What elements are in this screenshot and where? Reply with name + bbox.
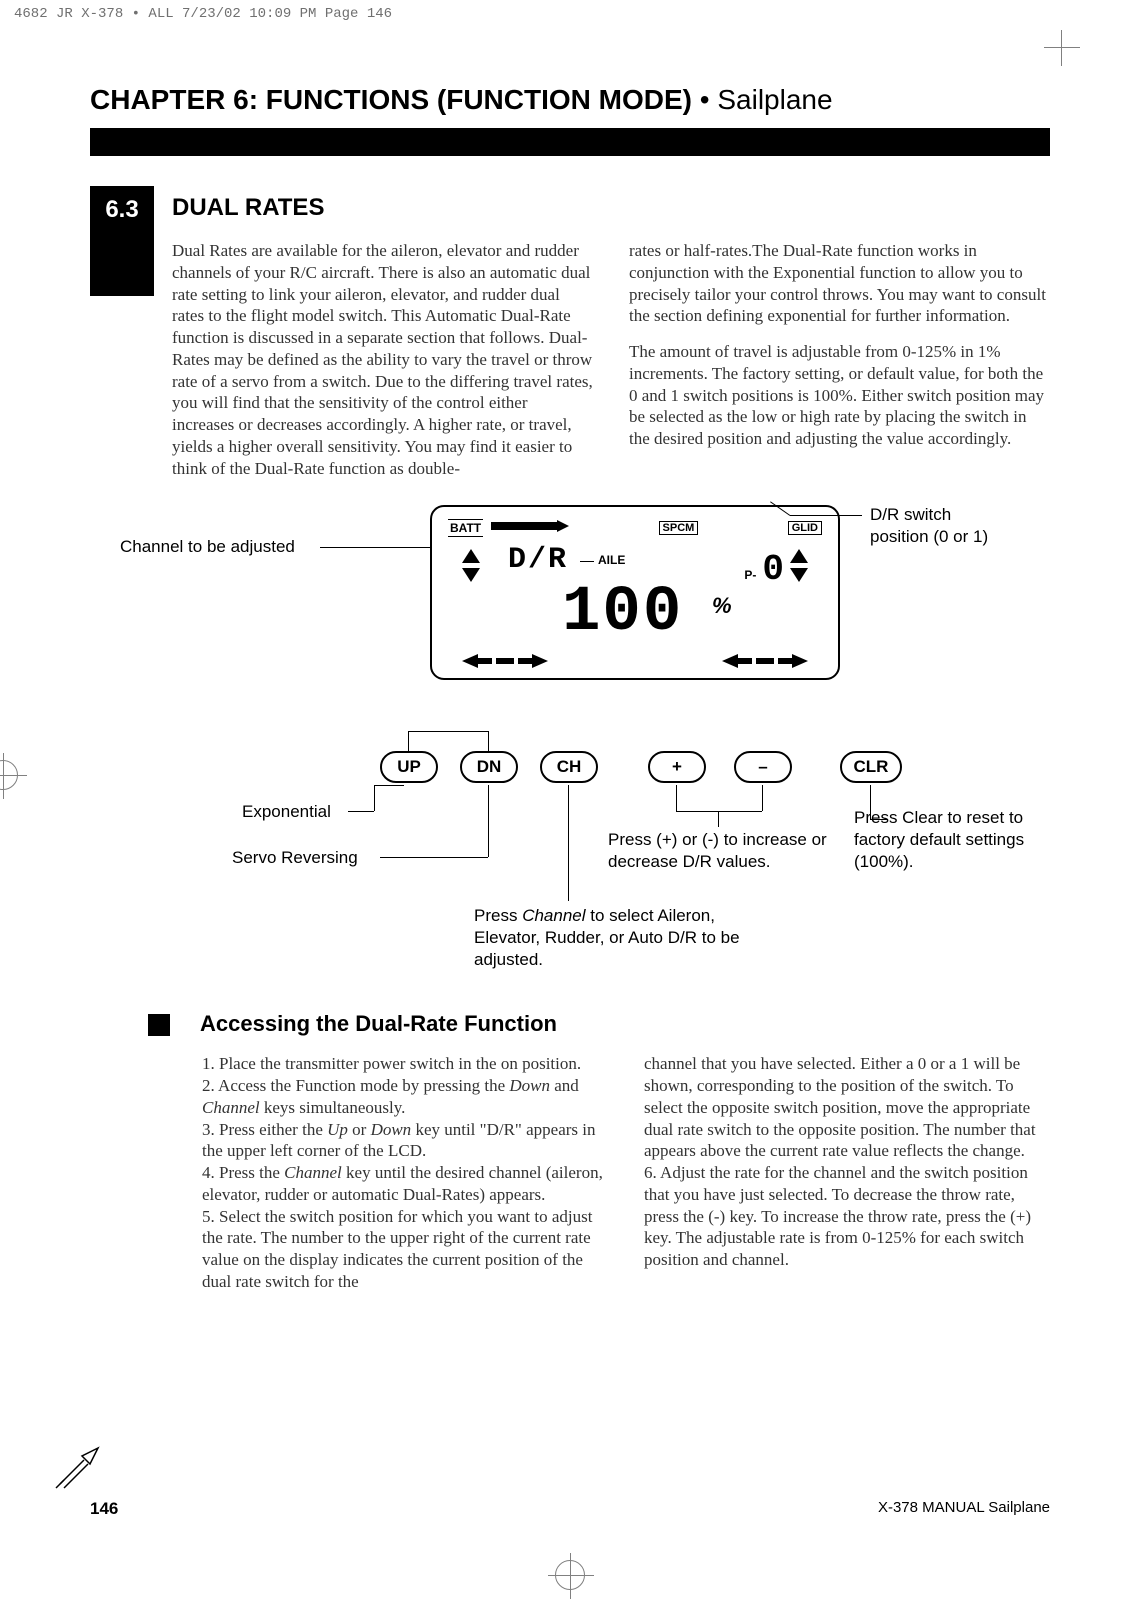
ch-button: CH [540, 751, 598, 783]
section-heading: DUAL RATES [172, 194, 1050, 222]
subsection-body: 1. Place the transmitter power switch in… [202, 1053, 1050, 1292]
spinner-icon [790, 549, 808, 582]
leader-line [676, 811, 762, 812]
aile-label: AILE [598, 553, 625, 567]
leader-line [374, 785, 375, 811]
step-text: 2. Access the Function mode by pressing … [202, 1076, 509, 1095]
paragraph: Dual Rates are available for the aileron… [172, 240, 593, 479]
leader-line [488, 785, 489, 857]
leader-line [568, 785, 569, 901]
paragraph: The amount of travel is adjustable from … [629, 341, 1050, 450]
section-number: 6.3 [90, 186, 154, 296]
chapter-bold: CHAPTER 6: FUNCTIONS (FUNCTION MODE) [90, 84, 692, 115]
section-row: 6.3 DUAL RATES Dual Rates are available … [90, 186, 1050, 479]
press-pm-label: Press (+) or (-) to increase or decrease… [608, 829, 828, 873]
clr-button: CLR [840, 751, 902, 783]
arrows-icon [462, 652, 548, 670]
divider-bar [90, 128, 1050, 156]
step-text: keys simultaneously. [260, 1098, 406, 1117]
callout-dr-switch-2: position (0 or 1) [870, 527, 988, 547]
step-text: or [348, 1120, 371, 1139]
pin-icon [54, 1444, 100, 1495]
step-em: Channel [202, 1098, 260, 1117]
dr-label: D/R [508, 543, 568, 577]
exponential-label: Exponential [242, 801, 331, 823]
leader-line [488, 731, 489, 751]
callout-dr-switch-1: D/R switch [870, 505, 951, 525]
step-text: 4. Press the [202, 1163, 284, 1182]
crop-circle-icon [555, 1560, 585, 1590]
battery-icon [491, 519, 569, 537]
step-em: Down [509, 1076, 550, 1095]
plus-button: + [648, 751, 706, 783]
square-bullet-icon [148, 1014, 170, 1036]
chapter-suffix: Sailplane [717, 84, 832, 115]
minus-button: – [734, 751, 792, 783]
lcd-value: 100 [562, 577, 683, 649]
crop-mark-icon [1044, 30, 1080, 66]
lcd-panel: BATT SPCM GLID D/R AILE P- 0 [430, 505, 840, 680]
subsection-header-row: Accessing the Dual-Rate Function [90, 1011, 1050, 1053]
paragraph: rates or half-rates.The Dual-Rate functi… [629, 240, 1050, 327]
percent-label: % [712, 593, 732, 619]
step-text: channel that you have selected. Either a… [644, 1054, 1036, 1160]
position-digit: P- 0 [744, 549, 784, 590]
press-ch-text-1: Press [474, 906, 522, 925]
step-text: 3. Press either the [202, 1120, 327, 1139]
step-text: 5. Select the switch position for which … [202, 1207, 592, 1291]
meta-line: 4682 JR X-378 • ALL 7/23/02 10:09 PM Pag… [0, 0, 1140, 28]
arrows-icon [722, 652, 808, 670]
leader-line [762, 785, 763, 811]
callout-channel: Channel to be adjusted [120, 537, 295, 557]
figure: Channel to be adjusted D/R switch positi… [150, 505, 1050, 981]
up-button: UP [380, 751, 438, 783]
callout-line [320, 547, 432, 548]
subsection-heading: Accessing the Dual-Rate Function [200, 1011, 557, 1037]
step-em: Up [327, 1120, 348, 1139]
button-row: UP DN CH + – CLR Exponential Servo Rever… [180, 751, 1050, 981]
page-number: 146 [90, 1499, 118, 1519]
leader-line [380, 857, 488, 858]
chapter-bullet: • [692, 84, 717, 115]
spcm-label: SPCM [659, 521, 699, 535]
step-text: 6. Adjust the rate for the channel and t… [644, 1163, 1031, 1269]
footer: 146 X-378 MANUAL Sailplane [90, 1499, 1050, 1519]
glid-label: GLID [788, 521, 822, 535]
batt-label: BATT [448, 519, 483, 537]
leader-line [408, 731, 488, 732]
leader-line [718, 811, 719, 827]
step-em: Down [371, 1120, 412, 1139]
step-text: and [550, 1076, 579, 1095]
leader-line [374, 785, 404, 786]
press-clr-label: Press Clear to reset to factory default … [854, 807, 1054, 873]
leader-line [348, 811, 374, 812]
dn-button: DN [460, 751, 518, 783]
step-em: Channel [284, 1163, 342, 1182]
press-ch-label: Press Channel to select Aileron, Elevato… [474, 905, 754, 971]
leader-line [676, 785, 677, 811]
chapter-title: CHAPTER 6: FUNCTIONS (FUNCTION MODE) • S… [90, 84, 1050, 116]
leader-line [408, 731, 409, 751]
step-text: 1. Place the transmitter power switch in… [202, 1054, 581, 1073]
footer-doc: X-378 MANUAL Sailplane [878, 1499, 1050, 1519]
section-body: Dual Rates are available for the aileron… [172, 240, 1050, 479]
servo-reversing-label: Servo Reversing [232, 847, 358, 869]
p-prefix: P- [744, 568, 756, 582]
spinner-icon [462, 549, 480, 582]
digit: 0 [762, 549, 784, 590]
press-ch-em: Channel [522, 906, 585, 925]
